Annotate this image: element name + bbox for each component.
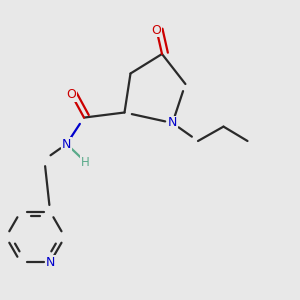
Text: N: N (168, 116, 177, 130)
Text: H: H (81, 155, 90, 169)
Text: N: N (62, 137, 71, 151)
Text: O: O (152, 23, 161, 37)
Text: O: O (67, 88, 76, 101)
Text: N: N (45, 256, 55, 269)
